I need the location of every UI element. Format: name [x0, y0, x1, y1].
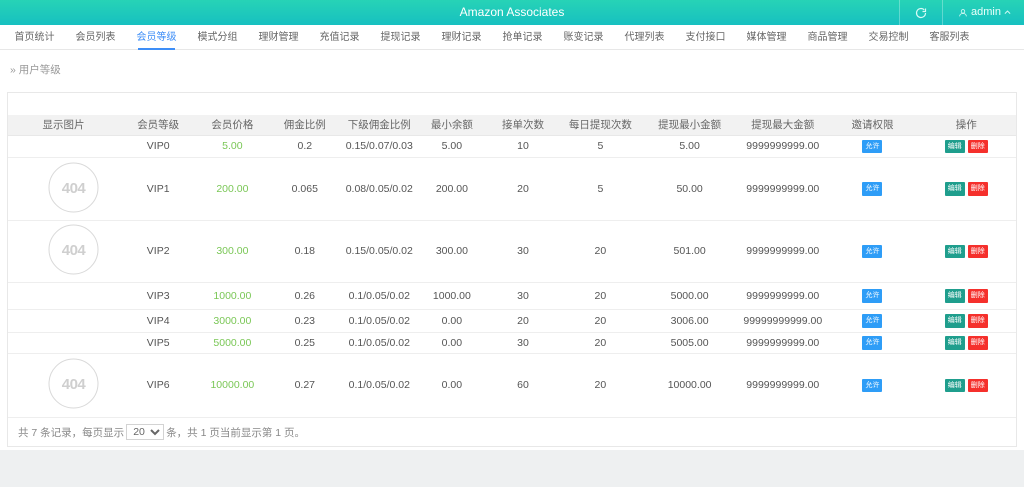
- svg-text:404: 404: [61, 180, 86, 197]
- svg-text:404: 404: [61, 242, 86, 259]
- svg-text:404: 404: [61, 376, 86, 393]
